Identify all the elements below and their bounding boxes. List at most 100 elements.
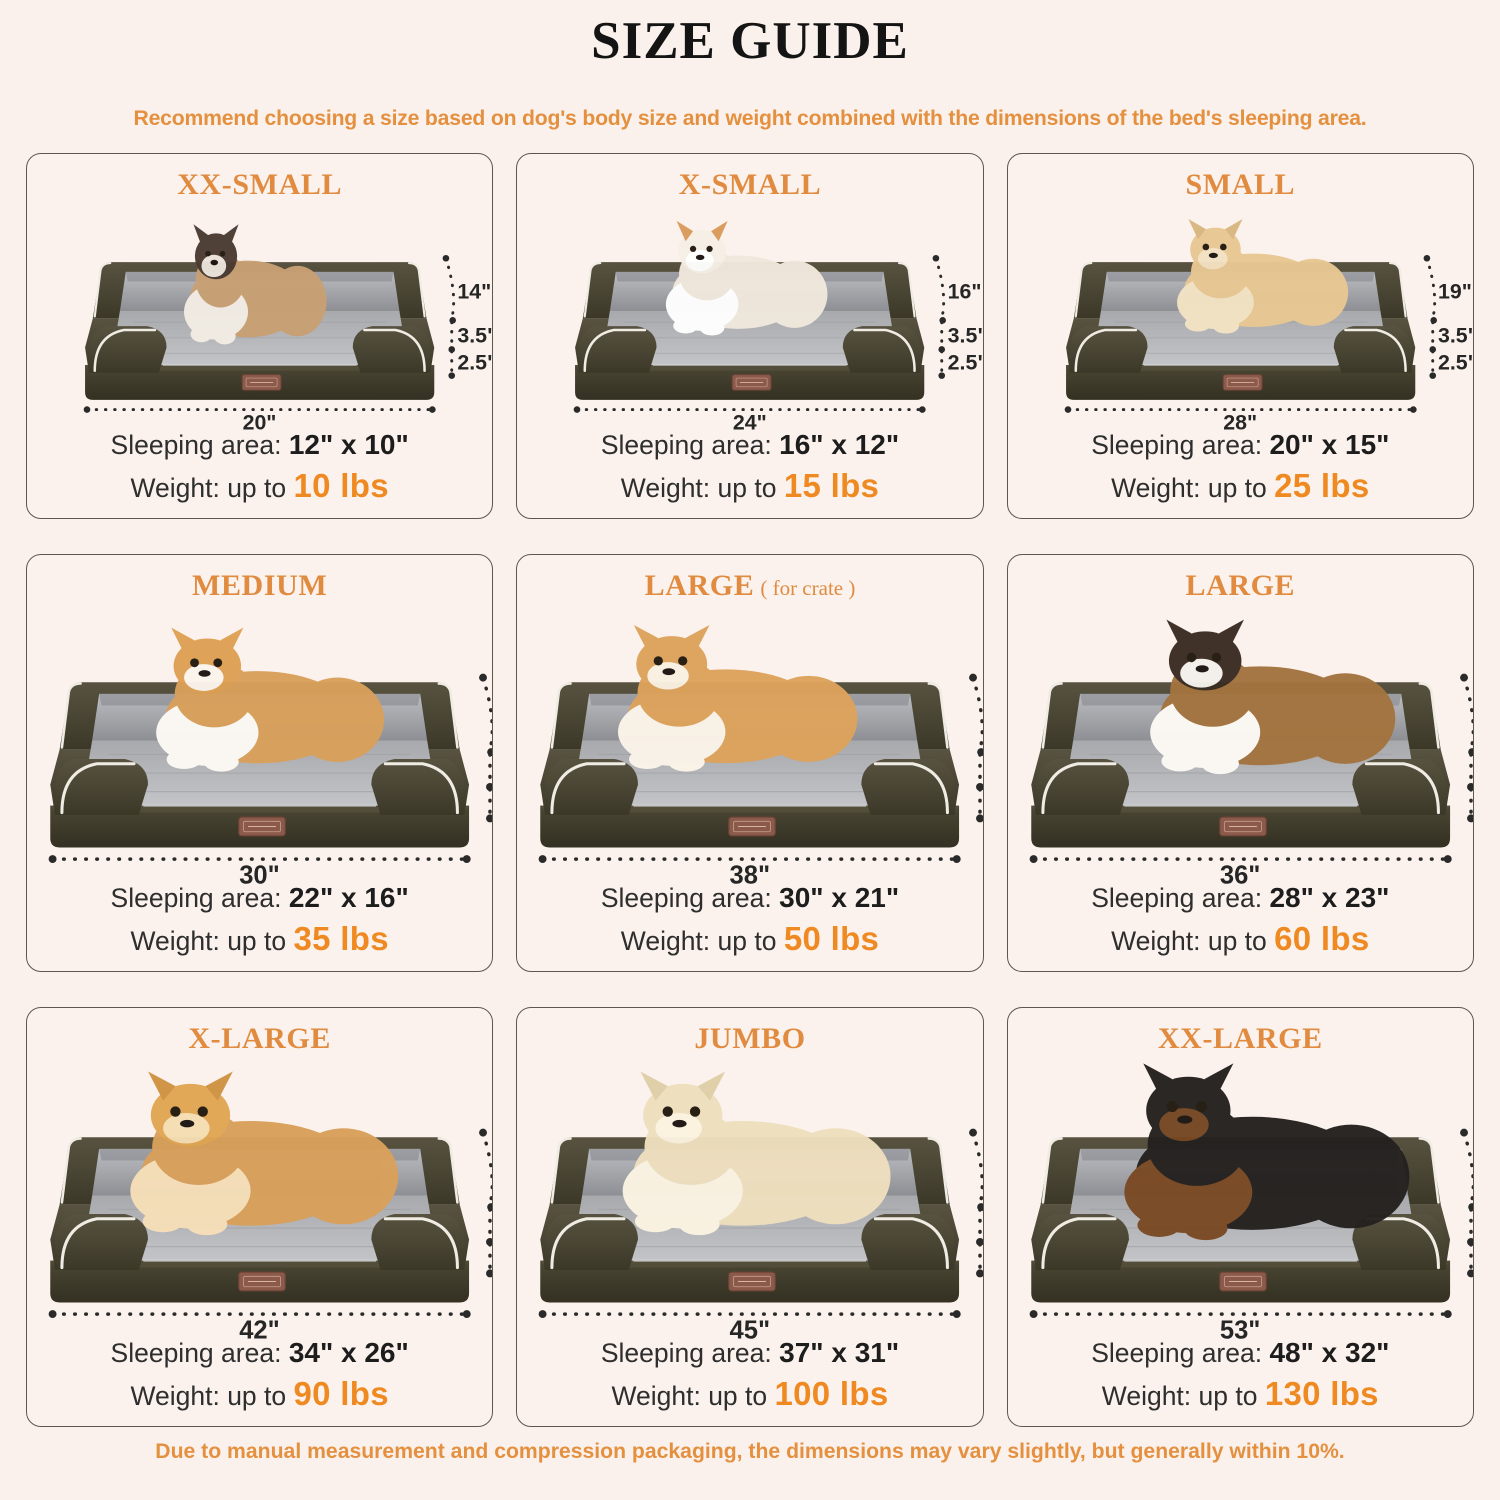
- card-title: X-LARGE: [188, 1022, 331, 1056]
- card-specs: Sleeping area: 16" x 12" Weight: up to 1…: [517, 427, 982, 518]
- piping-left: [60, 762, 136, 815]
- weight-value: 50 lbs: [783, 919, 880, 957]
- card-illustration: 16" 3.5" 2.5" 24": [517, 202, 983, 435]
- dimension-guides: [1029, 1128, 1473, 1319]
- dimension-width: 28": [1223, 410, 1258, 435]
- sleeping-area-line: Sleeping area: 28" x 23": [1018, 880, 1463, 915]
- card-title: LARGE( for crate ): [645, 569, 856, 603]
- piping-right: [363, 329, 426, 373]
- weight-value: 100 lbs: [774, 1374, 889, 1412]
- card-illustration: 30" 5" 3.5" 42": [27, 1056, 493, 1344]
- card-title: LARGE: [1185, 569, 1295, 603]
- sleeping-area-line: Sleeping area: 37" x 31": [527, 1335, 972, 1370]
- piping-back-left: [60, 682, 82, 750]
- dimension-endpoints: [1064, 255, 1437, 414]
- piping-right: [1343, 329, 1407, 373]
- weight-line: Weight: up to 25 lbs: [1018, 465, 1463, 507]
- dimension-width: 24": [732, 410, 767, 435]
- dimension-guides: [574, 255, 947, 414]
- footer-disclaimer: Due to manual measurement and compressio…: [155, 1439, 1345, 1463]
- weight-label: Weight: up to: [1111, 925, 1275, 956]
- piping-back-left: [1041, 1137, 1063, 1205]
- card-specs: Sleeping area: 22" x 16" Weight: up to 3…: [27, 880, 492, 971]
- dimension-guides: [538, 1128, 983, 1319]
- size-card-xx-small[interactable]: XX-SMALL: [26, 153, 494, 520]
- size-card-small[interactable]: SMALL: [1006, 153, 1474, 520]
- card-title-note: ( for crate ): [760, 576, 856, 601]
- weight-value: 60 lbs: [1274, 919, 1370, 957]
- dimension-guides: [538, 673, 983, 864]
- sleeping-area-value: 12" x 10": [288, 429, 409, 461]
- sleeping-area-label: Sleeping area:: [1091, 430, 1270, 461]
- size-card-medium[interactable]: MEDIUM: [26, 554, 494, 973]
- size-card-x-small[interactable]: X-SMALL: [516, 153, 984, 520]
- card-title: XX-LARGE: [1158, 1022, 1323, 1056]
- size-card-x-large[interactable]: X-LARGE: [26, 1007, 494, 1428]
- bed-and-pet: [27, 603, 493, 880]
- sleeping-area-line: Sleeping area: 34" x 26": [37, 1335, 482, 1370]
- weight-value: 10 lbs: [293, 466, 389, 504]
- brand-tag: [238, 1271, 286, 1292]
- sleeping-area-value: 34" x 26": [288, 1337, 409, 1369]
- sleeping-area-label: Sleeping area:: [600, 1338, 780, 1369]
- dimension-width: 38": [729, 861, 771, 890]
- weight-line: Weight: up to 90 lbs: [37, 1373, 482, 1415]
- dimension-width: 53": [1219, 1316, 1261, 1345]
- sleeping-area-value: 28" x 23": [1269, 882, 1390, 914]
- dimension-endpoints: [538, 1128, 983, 1319]
- pet-illustration-cat: [184, 224, 327, 345]
- sleeping-area-line: Sleeping area: 12" x 10": [37, 427, 482, 462]
- size-card-large-crate[interactable]: LARGE( for crate ): [516, 554, 984, 973]
- piping-back-left: [550, 1137, 573, 1205]
- size-card-xx-large[interactable]: XX-LARGE: [1006, 1007, 1474, 1428]
- piping-back-right: [927, 1137, 950, 1205]
- sleeping-area-value: 20" x 15": [1269, 429, 1390, 461]
- piping-back-left: [1074, 262, 1093, 318]
- card-specs: Sleeping area: 20" x 15" Weight: up to 2…: [1008, 427, 1473, 518]
- card-illustration: 25" 4" 3" 38": [517, 603, 983, 889]
- bed-and-pet: [1008, 202, 1473, 427]
- weight-line: Weight: up to 130 lbs: [1018, 1373, 1463, 1415]
- card-title-text: SMALL: [1185, 168, 1296, 202]
- sleeping-area-value: 22" x 16": [288, 882, 409, 914]
- piping-left: [60, 1217, 136, 1270]
- piping-back-right: [927, 682, 950, 750]
- size-card-large[interactable]: LARGE: [1006, 554, 1474, 973]
- weight-label: Weight: up to: [130, 1380, 294, 1411]
- weight-value: 130 lbs: [1264, 1374, 1379, 1412]
- card-illustration: 19" 3.5" 2.5" 28": [1008, 202, 1474, 435]
- weight-value: 25 lbs: [1274, 466, 1370, 504]
- card-title-text: XX-LARGE: [1157, 1022, 1323, 1056]
- piping-back-right: [437, 1137, 459, 1205]
- weight-value: 90 lbs: [293, 1374, 389, 1412]
- card-specs: Sleeping area: 28" x 23" Weight: up to 6…: [1008, 880, 1473, 971]
- sleeping-area-label: Sleeping area:: [110, 1338, 289, 1369]
- bed-and-pet: [1008, 1056, 1473, 1335]
- sleeping-area-label: Sleeping area:: [600, 430, 780, 461]
- page-subtitle: Recommend choosing a size based on dog's…: [133, 106, 1367, 131]
- piping-right: [383, 1217, 459, 1270]
- brand-tag: [732, 374, 772, 391]
- dimension-height-mid: 3.5": [457, 323, 494, 348]
- sleeping-area-value: 30" x 21": [779, 882, 900, 914]
- size-card-jumbo[interactable]: JUMBO: [516, 1007, 984, 1428]
- card-title-text: X-LARGE: [188, 1022, 331, 1056]
- size-card-grid: XX-SMALL: [26, 153, 1474, 1428]
- card-title: XX-SMALL: [177, 168, 342, 202]
- dimension-height-bottom: 2.5": [1438, 350, 1474, 375]
- card-title: SMALL: [1185, 168, 1295, 202]
- piping-left: [550, 1217, 626, 1270]
- weight-label: Weight: up to: [620, 472, 784, 503]
- card-specs: Sleeping area: 34" x 26" Weight: up to 9…: [27, 1335, 492, 1426]
- sleeping-area-label: Sleeping area:: [1091, 1338, 1270, 1369]
- piping-back-right: [1418, 682, 1440, 750]
- sleeping-area-line: Sleeping area: 48" x 32": [1018, 1335, 1463, 1370]
- pet-illustration-french-bulldog: [1176, 219, 1348, 334]
- card-title-text: LARGE: [1185, 569, 1296, 603]
- card-specs: Sleeping area: 48" x 32" Weight: up to 1…: [1008, 1335, 1473, 1426]
- dimension-height-top: 19": [1438, 279, 1472, 304]
- dimension-height-top: 14": [457, 279, 492, 304]
- dimension-width: 20": [242, 410, 277, 435]
- dimension-height-mid: 3.5": [1438, 323, 1474, 348]
- piping-back-left: [1041, 682, 1063, 750]
